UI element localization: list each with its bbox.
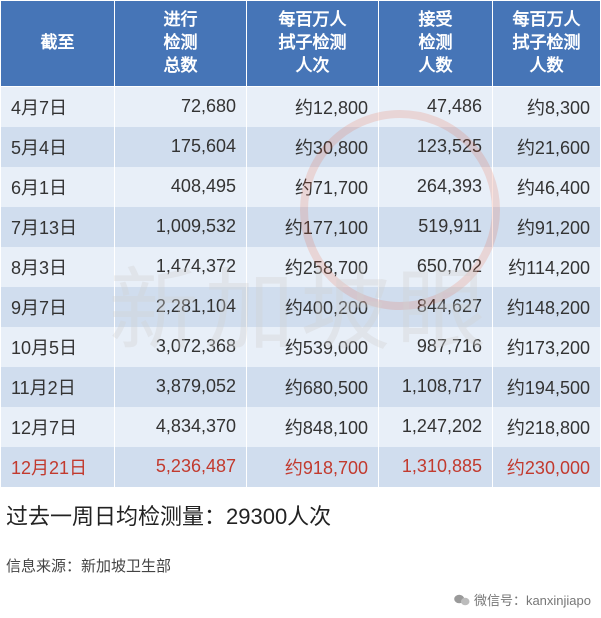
cell-per_m_tests: 约30,800: [247, 127, 379, 167]
table-row: 5月4日175,604约30,800123,525约21,600: [1, 127, 601, 167]
cell-total: 4,834,370: [115, 407, 247, 447]
cell-people: 1,310,885: [379, 447, 493, 487]
cell-total: 1,009,532: [115, 207, 247, 247]
cell-per_m_tests: 约680,500: [247, 367, 379, 407]
footer-label: 微信号：: [474, 593, 526, 608]
cell-per_m_tests: 约258,700: [247, 247, 379, 287]
cell-people: 844,627: [379, 287, 493, 327]
cell-total: 2,281,104: [115, 287, 247, 327]
cell-people: 1,247,202: [379, 407, 493, 447]
table-row: 8月3日1,474,372约258,700650,702约114,200: [1, 247, 601, 287]
col-date: 截至: [1, 1, 115, 87]
table-row: 10月5日3,072,368约539,000987,716约173,200: [1, 327, 601, 367]
cell-total: 72,680: [115, 86, 247, 127]
cell-per_m_tests: 约400,200: [247, 287, 379, 327]
cell-per_m_people: 约194,500: [493, 367, 601, 407]
cell-date: 10月5日: [1, 327, 115, 367]
cell-people: 519,911: [379, 207, 493, 247]
cell-date: 7月13日: [1, 207, 115, 247]
cell-people: 1,108,717: [379, 367, 493, 407]
cell-date: 5月4日: [1, 127, 115, 167]
cell-per_m_people: 约8,300: [493, 86, 601, 127]
cell-per_m_tests: 约848,100: [247, 407, 379, 447]
table-row: 12月21日5,236,487约918,7001,310,885约230,000: [1, 447, 601, 487]
cell-per_m_tests: 约539,000: [247, 327, 379, 367]
cell-total: 408,495: [115, 167, 247, 207]
table-row: 6月1日408,495约71,700264,393约46,400: [1, 167, 601, 207]
col-total: 进行检测总数: [115, 1, 247, 87]
cell-total: 1,474,372: [115, 247, 247, 287]
table-row: 12月7日4,834,370约848,1001,247,202约218,800: [1, 407, 601, 447]
cell-date: 8月3日: [1, 247, 115, 287]
col-per-m-ppl: 每百万人拭子检测人数: [493, 1, 601, 87]
footer: 微信号：kanxinjiapo: [0, 584, 601, 618]
cell-per_m_tests: 约12,800: [247, 86, 379, 127]
header-row: 截至 进行检测总数 每百万人拭子检测人次 接受检测人数 每百万人拭子检测人数: [1, 1, 601, 87]
cell-date: 12月7日: [1, 407, 115, 447]
cell-people: 47,486: [379, 86, 493, 127]
footer-value: kanxinjiapo: [526, 593, 591, 608]
table-row: 7月13日1,009,532约177,100519,911约91,200: [1, 207, 601, 247]
cell-per_m_people: 约21,600: [493, 127, 601, 167]
cell-per_m_people: 约114,200: [493, 247, 601, 287]
cell-total: 5,236,487: [115, 447, 247, 487]
cell-per_m_people: 约218,800: [493, 407, 601, 447]
cell-per_m_tests: 约918,700: [247, 447, 379, 487]
cell-total: 3,879,052: [115, 367, 247, 407]
cell-total: 3,072,368: [115, 327, 247, 367]
cell-per_m_people: 约230,000: [493, 447, 601, 487]
subtitle: 过去一周日均检测量：29300人次: [0, 487, 601, 537]
cell-people: 650,702: [379, 247, 493, 287]
cell-per_m_people: 约173,200: [493, 327, 601, 367]
cell-date: 4月7日: [1, 86, 115, 127]
cell-per_m_people: 约46,400: [493, 167, 601, 207]
cell-date: 9月7日: [1, 287, 115, 327]
cell-total: 175,604: [115, 127, 247, 167]
cell-date: 12月21日: [1, 447, 115, 487]
cell-per_m_tests: 约177,100: [247, 207, 379, 247]
cell-per_m_people: 约148,200: [493, 287, 601, 327]
cell-people: 123,525: [379, 127, 493, 167]
data-table: 截至 进行检测总数 每百万人拭子检测人次 接受检测人数 每百万人拭子检测人数 4…: [0, 0, 601, 487]
table-row: 9月7日2,281,104约400,200844,627约148,200: [1, 287, 601, 327]
table-row: 11月2日3,879,052约680,5001,108,717约194,500: [1, 367, 601, 407]
cell-per_m_tests: 约71,700: [247, 167, 379, 207]
cell-people: 987,716: [379, 327, 493, 367]
wechat-icon: [454, 595, 474, 610]
cell-per_m_people: 约91,200: [493, 207, 601, 247]
cell-date: 11月2日: [1, 367, 115, 407]
source-line: 信息来源：新加坡卫生部: [0, 537, 601, 584]
table-row: 4月7日72,680约12,80047,486约8,300: [1, 86, 601, 127]
col-people: 接受检测人数: [379, 1, 493, 87]
cell-date: 6月1日: [1, 167, 115, 207]
cell-people: 264,393: [379, 167, 493, 207]
col-per-m-tests: 每百万人拭子检测人次: [247, 1, 379, 87]
